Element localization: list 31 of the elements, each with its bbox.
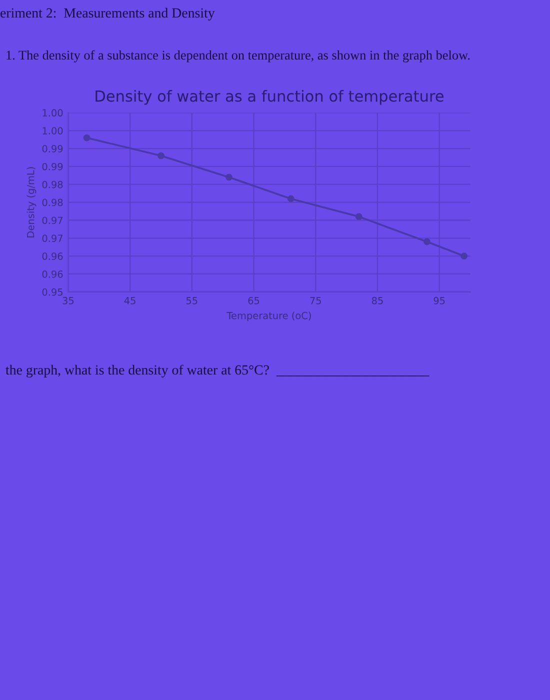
- x-tick-label: 45: [124, 297, 136, 304]
- point: [355, 213, 362, 220]
- x-tick-label: 95: [434, 296, 445, 304]
- y-tick-label: 0.98: [42, 198, 63, 206]
- y-tick-label: 1.00: [42, 127, 63, 134]
- y-tick-label: 0.97: [42, 234, 63, 242]
- x-tick-label: 85: [372, 296, 383, 304]
- y-axis-title: Density (g/mL): [26, 167, 36, 238]
- text: 1. The density of a substance is dependent on temperature, as shown in the graph below.: [6, 50, 470, 62]
- chart-title: Density of water as a function of temperature: [96, 90, 444, 105]
- x-tick-label: 75: [310, 297, 321, 304]
- point: [287, 195, 294, 202]
- y-tick-label: 0.96: [42, 270, 63, 278]
- x-tick-label: 55: [186, 297, 198, 304]
- x-tick-label: 35: [62, 296, 74, 304]
- y-tick-label: 0.97: [42, 216, 63, 224]
- y-tick-label: 0.98: [42, 180, 63, 188]
- text: the graph, what is the density of water at 65°C? ______________________: [6, 364, 430, 378]
- point: [158, 152, 164, 160]
- point: [460, 252, 468, 260]
- x-tick-label: 65: [248, 296, 260, 304]
- y-tick-label: 1.00: [42, 109, 63, 117]
- y-tick-label: 0.96: [42, 252, 63, 260]
- y-tick-label: 0.99: [42, 145, 63, 152]
- y-tick-label: 0.95: [42, 288, 62, 296]
- point: [423, 238, 430, 246]
- point: [83, 134, 90, 142]
- y-tick-label: 0.99: [42, 162, 63, 170]
- x-axis-title: Temperature (oC): [226, 312, 311, 322]
- text: eriment 2: Measurements and Density: [0, 8, 215, 20]
- point: [226, 174, 232, 181]
